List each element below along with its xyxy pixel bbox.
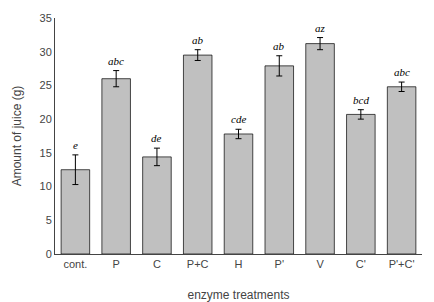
svg-text:5: 5 [46,214,52,226]
svg-text:P': P' [275,258,284,270]
svg-text:P'+C': P'+C' [389,258,415,270]
svg-text:abc: abc [108,55,124,67]
svg-text:az: az [315,22,326,34]
svg-text:30: 30 [40,46,52,58]
svg-text:25: 25 [40,79,52,91]
svg-text:P: P [112,258,119,270]
svg-text:P+C: P+C [187,258,209,270]
svg-text:cde: cde [231,113,246,125]
svg-text:35: 35 [40,12,52,24]
svg-text:cont.: cont. [63,258,87,270]
svg-text:20: 20 [40,113,52,125]
svg-text:15: 15 [40,147,52,159]
svg-text:de: de [151,132,162,144]
svg-text:e: e [73,139,78,151]
svg-text:V: V [316,258,324,270]
svg-text:H: H [235,258,243,270]
svg-text:ab: ab [192,34,204,46]
svg-text:0: 0 [46,248,52,260]
svg-text:bcd: bcd [353,94,369,106]
svg-text:abc: abc [394,66,410,78]
svg-text:ab: ab [273,40,285,52]
svg-text:Amount of juice (g): Amount of juice (g) [10,86,24,187]
svg-text:C': C' [356,258,366,270]
svg-text:10: 10 [40,180,52,192]
svg-text:C: C [153,258,161,270]
svg-text:enzyme treatments: enzyme treatments [187,288,289,302]
